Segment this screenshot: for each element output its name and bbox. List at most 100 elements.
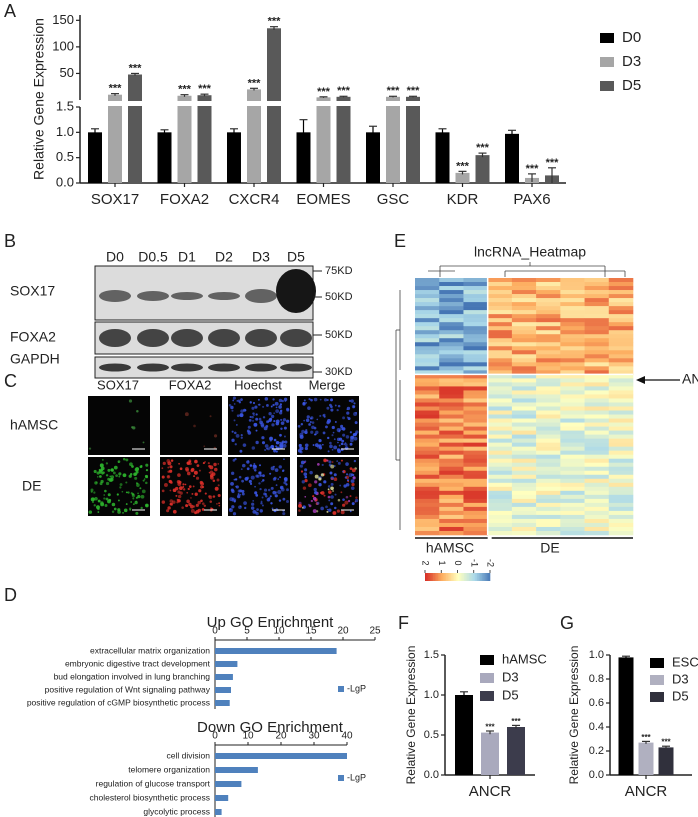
cell-dot bbox=[323, 415, 326, 418]
heatmap-cell bbox=[536, 394, 561, 399]
heatmap-cell bbox=[536, 398, 561, 403]
heatmap-cell bbox=[584, 462, 610, 468]
cell-dot bbox=[316, 418, 319, 421]
heatmap-cell bbox=[511, 278, 537, 283]
heatmap-cell bbox=[439, 310, 464, 315]
cell-dot bbox=[209, 415, 212, 418]
heatmap-cell bbox=[608, 398, 634, 403]
bar bbox=[108, 94, 122, 183]
heatmap-cell bbox=[439, 426, 464, 431]
heatmap-cell bbox=[439, 438, 464, 443]
error-bar bbox=[389, 95, 397, 98]
heatmap-cell bbox=[439, 498, 464, 504]
heatmap-cell bbox=[463, 334, 488, 339]
heatmap-cell bbox=[560, 406, 585, 411]
heatmap-cell bbox=[463, 398, 488, 403]
cell-dot bbox=[275, 409, 280, 414]
heatmap-cell bbox=[463, 518, 488, 524]
heatmap-cell bbox=[487, 362, 513, 367]
legend-swatch bbox=[600, 81, 614, 91]
heatmap-cell bbox=[511, 506, 537, 512]
heatmap-cell bbox=[584, 502, 610, 508]
x-tick-label: GSC bbox=[377, 191, 410, 208]
cell-dot bbox=[198, 489, 202, 493]
heatmap-cell bbox=[511, 522, 537, 528]
cell-dot bbox=[269, 495, 272, 498]
x-tick-label: KDR bbox=[447, 191, 479, 208]
cell-dot bbox=[326, 508, 329, 511]
legend-label: D3 bbox=[502, 669, 519, 684]
heatmap-cell bbox=[608, 318, 634, 323]
cell-dot bbox=[336, 437, 341, 442]
heatmap-cell bbox=[439, 462, 464, 468]
cell-dot bbox=[139, 465, 143, 469]
cell-dot bbox=[88, 447, 92, 450]
cell-dot bbox=[305, 428, 308, 432]
cell-dot bbox=[254, 465, 257, 468]
heatmap-cell bbox=[584, 410, 610, 415]
heatmap-cell bbox=[608, 390, 634, 395]
heatmap-cell bbox=[439, 294, 464, 299]
cell-dot bbox=[99, 463, 104, 468]
cell-dot bbox=[329, 471, 333, 475]
y-tick-label: 150 bbox=[52, 12, 74, 27]
heatmap-cell bbox=[536, 310, 561, 315]
heatmap-cell bbox=[584, 382, 610, 387]
x-tick-label: FOXA2 bbox=[160, 191, 209, 208]
cell-dot bbox=[280, 442, 284, 445]
colorbar-cell bbox=[444, 573, 447, 581]
micrograph bbox=[160, 457, 222, 516]
heatmap-cell bbox=[415, 370, 440, 375]
bar bbox=[247, 89, 261, 183]
cell-dot bbox=[118, 475, 121, 478]
heatmap-cell bbox=[584, 494, 610, 500]
cell-dot bbox=[257, 398, 260, 401]
heatmap-cell bbox=[560, 526, 585, 532]
cell-dot bbox=[105, 474, 109, 477]
cell-dot bbox=[217, 484, 220, 487]
cell-dot bbox=[280, 418, 283, 421]
cell-dot bbox=[326, 420, 330, 425]
y-tick-label: 1.5 bbox=[424, 649, 439, 661]
cell-dot bbox=[251, 406, 255, 410]
cell-dot bbox=[256, 508, 259, 512]
cell-dot bbox=[332, 431, 335, 434]
cell-dot bbox=[326, 510, 329, 513]
bar bbox=[215, 648, 337, 654]
heatmap-cell bbox=[511, 466, 537, 472]
x-tick-label: PAX6 bbox=[513, 191, 550, 208]
cell-dot bbox=[323, 494, 326, 497]
heatmap-cell bbox=[511, 358, 537, 363]
cell-dot bbox=[330, 477, 334, 481]
heatmap-cell bbox=[487, 482, 513, 488]
cell-dot bbox=[251, 446, 256, 450]
cell-dot bbox=[338, 444, 341, 447]
heatmap-cell bbox=[536, 334, 561, 339]
heatmap-cell bbox=[415, 410, 440, 415]
cell-dot bbox=[254, 491, 258, 495]
bar bbox=[227, 132, 241, 183]
cell-dot bbox=[130, 492, 133, 495]
colorbar-cell bbox=[438, 573, 440, 581]
significance-label: *** bbox=[485, 723, 495, 732]
heatmap-cell bbox=[560, 378, 585, 383]
blot-band bbox=[99, 363, 131, 372]
heatmap-cell bbox=[511, 314, 537, 319]
cell-dot bbox=[240, 409, 244, 413]
blot-row-label: GAPDH bbox=[10, 351, 60, 367]
cell-dot bbox=[141, 489, 146, 494]
heatmap-cell bbox=[463, 526, 488, 532]
cell-dot bbox=[333, 445, 338, 450]
heatmap-cell bbox=[584, 474, 610, 480]
heatmap-cell bbox=[584, 322, 610, 327]
cell-dot bbox=[255, 474, 259, 478]
heatmap-cell bbox=[511, 426, 537, 431]
heatmap-cell bbox=[608, 506, 634, 512]
heatmap-cell bbox=[487, 426, 513, 431]
heatmap-cell bbox=[463, 342, 488, 347]
heatmap-cell bbox=[584, 402, 610, 407]
cell-dot bbox=[340, 426, 344, 430]
cell-dot bbox=[329, 444, 333, 449]
significance-label: *** bbox=[456, 160, 470, 172]
heatmap-cell bbox=[439, 494, 464, 500]
